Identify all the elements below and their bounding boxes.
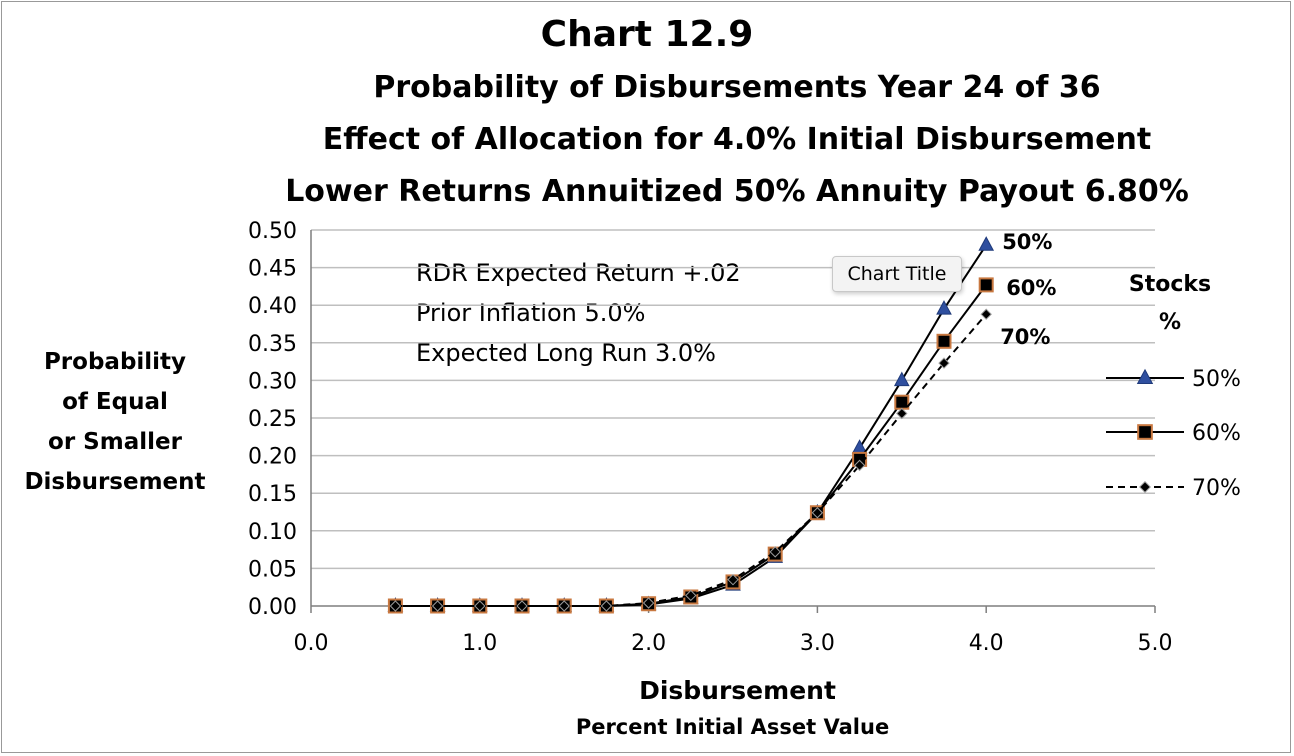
series-end-label: 60% — [1006, 276, 1056, 300]
chart-title-tooltip: Chart Title — [832, 256, 962, 292]
data-point-square — [978, 277, 994, 293]
series-70pct: 70% — [389, 308, 1050, 612]
x-tick-label: 0.0 — [294, 631, 329, 656]
legend-entry: 50% — [1106, 367, 1241, 392]
data-point-triangle — [978, 236, 995, 251]
data-point-diamond — [727, 573, 739, 586]
legend-title-line: % — [1158, 310, 1182, 335]
annotation-box: RDR Expected Return +.02 Prior Inflation… — [416, 253, 741, 373]
data-point-triangle — [1136, 368, 1154, 384]
annotation-line: RDR Expected Return +.02 — [416, 259, 741, 287]
y-tick-label: 0.45 — [248, 257, 297, 282]
data-point-diamond — [558, 600, 570, 612]
y-tick-label: 0.50 — [248, 219, 297, 244]
chart-title[interactable]: Chart 12.9 — [540, 14, 754, 55]
data-point-square — [894, 394, 910, 410]
legend-entry: 60% — [1106, 421, 1241, 446]
y-tick-label: 0.15 — [248, 482, 297, 507]
x-tick-label: 4.0 — [969, 631, 1004, 656]
y-axis-label-line: or Smaller — [48, 429, 182, 455]
legend-label: 70% — [1192, 476, 1241, 501]
legend-title-line: Stocks — [1128, 272, 1212, 297]
series-end-label: 50% — [1002, 230, 1052, 254]
data-point-diamond — [1139, 481, 1151, 493]
x-tick-label: 5.0 — [1138, 631, 1173, 656]
annotation-line: Expected Long Run 3.0% — [416, 339, 716, 367]
data-point-diamond — [431, 600, 444, 612]
y-axis-label-line: of Equal — [62, 389, 168, 415]
data-point-diamond — [769, 546, 781, 558]
y-tick-label: 0.40 — [248, 294, 297, 319]
y-tick-label: 0.25 — [248, 407, 297, 432]
data-point-diamond — [938, 357, 950, 369]
y-tick-label: 0.05 — [248, 557, 297, 582]
data-point-triangle — [893, 371, 910, 387]
legend-title: Stocks % — [1120, 266, 1220, 342]
annotation-line: Prior Inflation 5.0% — [416, 299, 646, 327]
data-point-square — [936, 333, 952, 349]
data-point-diamond — [389, 600, 402, 612]
x-tick-label: 2.0 — [631, 631, 666, 656]
data-point-square — [1137, 424, 1153, 440]
legend-entry: 70% — [1106, 476, 1241, 501]
x-axis-label: Disbursement — [639, 676, 836, 705]
chart-subtitle-line-2: Effect of Allocation for 4.0% Initial Di… — [322, 122, 1152, 157]
x-tick-label: 3.0 — [800, 631, 835, 656]
y-axis-label-line: Probability — [43, 349, 187, 375]
x-tick-label: 1.0 — [462, 631, 497, 656]
data-point-diamond — [685, 589, 697, 602]
data-point-diamond — [896, 407, 908, 420]
y-tick-label: 0.35 — [248, 332, 297, 357]
y-tick-label: 0.10 — [248, 520, 297, 545]
data-point-diamond — [853, 459, 866, 472]
y-tick-label: 0.20 — [248, 445, 297, 470]
data-point-diamond — [642, 597, 655, 609]
data-point-diamond — [474, 600, 486, 612]
y-tick-label: 0.00 — [248, 595, 297, 620]
data-point-triangle — [936, 300, 952, 315]
data-point-diamond — [516, 600, 528, 612]
data-point-diamond — [600, 600, 613, 612]
y-axis-label-line: Disbursement — [24, 469, 206, 495]
y-tick-label: 0.30 — [248, 369, 297, 394]
series-line — [395, 244, 988, 607]
series-60pct: 60% — [387, 276, 1056, 614]
legend-label: 50% — [1192, 367, 1241, 392]
data-point-diamond — [980, 308, 992, 320]
chart-subtitle-line-1: Probability of Disbursements Year 24 of … — [373, 70, 1101, 105]
series-line — [395, 284, 988, 607]
series-end-label: 70% — [1000, 325, 1050, 349]
chart-subtitle-line-3: Lower Returns Annuitized 50% Annuity Pay… — [285, 174, 1189, 209]
data-point-diamond — [811, 507, 824, 519]
series-line — [395, 313, 987, 607]
legend-label: 60% — [1192, 421, 1241, 446]
y-axis-label: Probability of Equal or Smaller Disburse… — [10, 342, 220, 502]
x-axis-sublabel: Percent Initial Asset Value — [575, 715, 890, 739]
